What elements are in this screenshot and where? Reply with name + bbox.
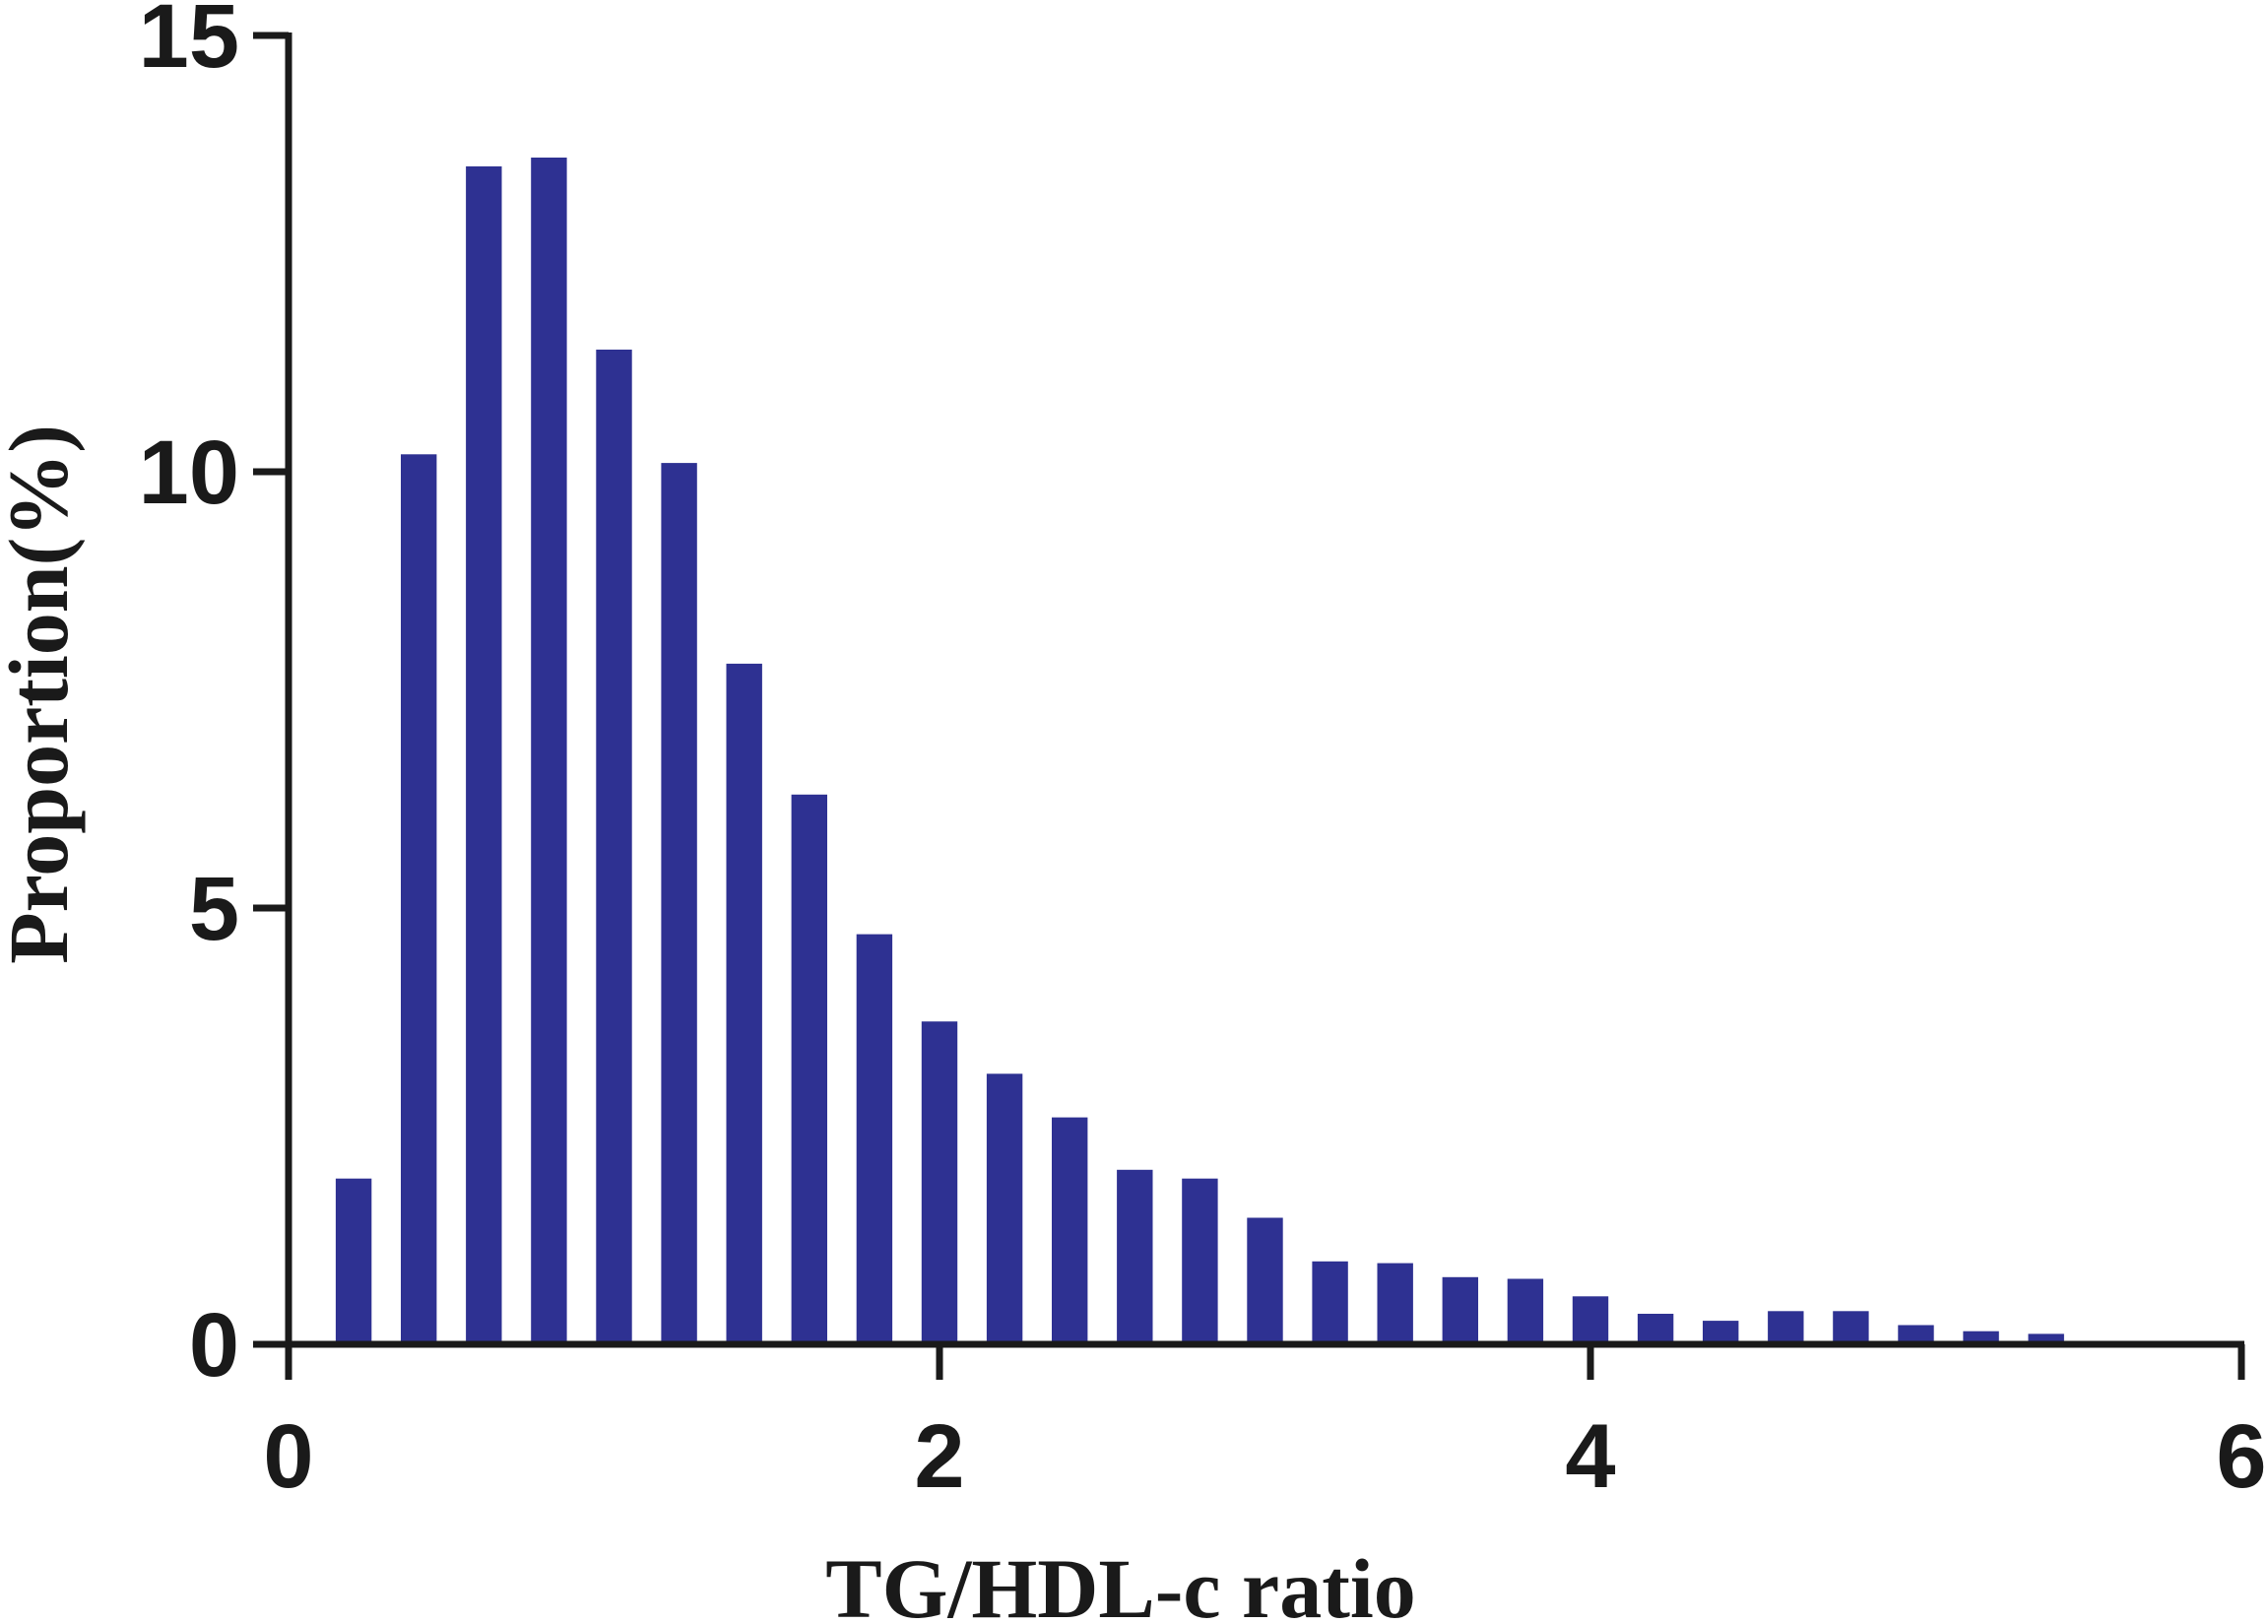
x-tick-label-0: 0	[263, 1406, 313, 1507]
bar-17	[1442, 1276, 1478, 1344]
bar-24	[1898, 1325, 1934, 1344]
y-axis-label: Proportion(%)	[0, 424, 86, 964]
bar-4	[596, 350, 632, 1344]
bar-12	[1117, 1169, 1153, 1344]
bar-19	[1572, 1296, 1609, 1344]
bar-2	[466, 165, 502, 1344]
bars-group	[335, 158, 2064, 1345]
bar-9	[921, 1021, 958, 1344]
bar-26	[2028, 1333, 2064, 1344]
bar-6	[726, 663, 762, 1344]
x-tick-label-1: 2	[914, 1406, 964, 1507]
y-tick-label-1: 5	[189, 859, 239, 959]
bar-10	[986, 1073, 1023, 1344]
y-tick-label-2: 10	[139, 422, 239, 523]
bar-5	[661, 463, 697, 1345]
axes-group	[253, 32, 2245, 1380]
bar-7	[791, 794, 827, 1344]
y-tick-label-3: 15	[139, 0, 239, 87]
x-tick-label-3: 6	[2216, 1406, 2266, 1507]
bar-23	[1833, 1311, 1869, 1344]
bar-16	[1377, 1263, 1413, 1344]
bar-18	[1507, 1278, 1544, 1344]
bar-0	[335, 1178, 372, 1344]
bar-11	[1052, 1117, 1088, 1344]
bar-20	[1637, 1314, 1674, 1344]
x-tick-label-2: 4	[1565, 1406, 1615, 1507]
bar-3	[531, 158, 567, 1344]
y-tick-label-0: 0	[189, 1295, 239, 1396]
bar-14	[1247, 1217, 1283, 1344]
bar-22	[1768, 1311, 1804, 1344]
bar-21	[1703, 1321, 1739, 1344]
bar-1	[401, 454, 437, 1344]
bar-15	[1312, 1261, 1348, 1344]
bar-8	[856, 934, 893, 1344]
tick-labels-group: 0 2 4 6 0 5 10 15	[139, 0, 2267, 1507]
bar-13	[1182, 1178, 1218, 1344]
x-axis-label: TG/HDL-c ratio	[825, 1541, 1416, 1624]
